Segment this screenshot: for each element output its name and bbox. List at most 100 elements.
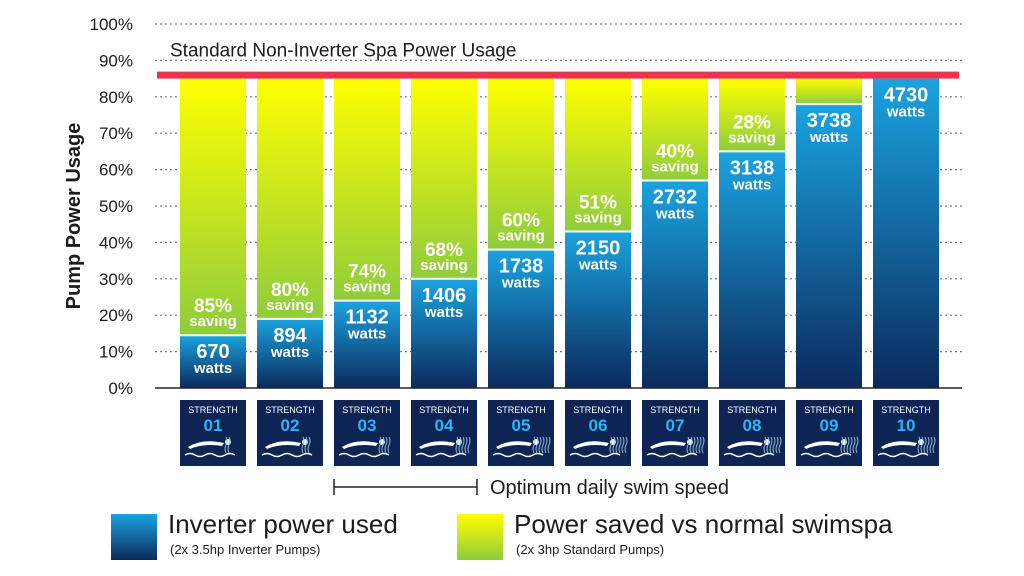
saving-percent: 74% [348, 262, 386, 283]
swimmer-icon [188, 441, 224, 449]
water-wave-icon [227, 436, 231, 454]
saving-percent: 68% [425, 240, 463, 261]
y-axis-ticks: 0% 10% 20% 30% 40% 50% 60% 70% 80% 90% 100% [90, 15, 133, 398]
water-wave-icon [701, 436, 705, 454]
inverter-segment [334, 300, 400, 388]
optimum-bracket: Optimum daily swim speed [333, 477, 729, 499]
watts-unit: watts [809, 129, 848, 146]
saving-percent: 28% [733, 112, 771, 133]
water-wave-icon [846, 436, 850, 454]
water-wave-icon [929, 436, 933, 454]
saving-word: saving [728, 129, 776, 146]
saved-segment [488, 78, 554, 250]
water-wave-icon [692, 436, 696, 454]
wave-line-icon [261, 452, 313, 458]
y-tick-label: 40% [99, 233, 133, 252]
legend-inverter-subtitle: (2x 3.5hp Inverter Pumps) [170, 542, 321, 557]
water-wave-icon [455, 436, 459, 454]
water-wave-icon [855, 436, 859, 454]
water-wave-icon [612, 436, 616, 454]
swimmer-icon [881, 441, 917, 449]
wave-line-icon [415, 452, 467, 458]
inverter-segment [257, 318, 323, 388]
water-wave-icon [532, 436, 536, 454]
wave-line-icon [338, 452, 390, 458]
saving-word: saving [266, 297, 314, 314]
inverter-segment [180, 335, 246, 388]
saved-segment [257, 78, 323, 319]
tile-number: 02 [281, 416, 300, 435]
swimmer-icon [804, 441, 840, 449]
water-wave-icon [384, 436, 388, 454]
saving-word: saving [343, 279, 391, 296]
wave-line-icon [646, 452, 698, 458]
bracket-label: Optimum daily swim speed [490, 477, 729, 499]
watts-unit: watts [347, 326, 386, 343]
legend-saved-subtitle: (2x 3hp Standard Pumps) [516, 542, 665, 557]
inverter-segment [411, 278, 477, 388]
saved-segment [334, 78, 400, 301]
tile-label: STRENGTH [265, 405, 315, 415]
watts-value: 3138 [730, 157, 775, 179]
inverter-segment [642, 180, 708, 388]
water-wave-icon [917, 436, 921, 454]
tile-label: STRENGTH [727, 405, 777, 415]
water-wave-icon [615, 436, 619, 454]
water-wave-icon [621, 436, 625, 454]
inverter-segment [565, 231, 631, 388]
y-tick-label: 10% [99, 343, 133, 362]
watts-value: 670 [196, 341, 229, 363]
y-tick-label: 60% [99, 161, 133, 180]
water-wave-icon [689, 436, 693, 454]
tile-number: 05 [512, 416, 531, 435]
tile-number: 04 [435, 416, 454, 435]
watts-unit: watts [655, 206, 694, 223]
watts-value: 894 [273, 325, 307, 347]
water-wave-icon [932, 436, 936, 454]
tile-number: 10 [897, 416, 916, 435]
swimmer-icon [265, 441, 301, 449]
water-wave-icon [224, 436, 228, 454]
water-wave-icon [307, 436, 311, 454]
watts-value: 3738 [807, 110, 852, 132]
watts-unit: watts [193, 360, 232, 377]
water-wave-icon [535, 436, 539, 454]
water-wave-icon [547, 436, 551, 454]
reference-line [157, 71, 959, 79]
wave-line-icon [723, 452, 775, 458]
swimmer-icon [496, 441, 532, 449]
wave-line-icon [492, 452, 544, 458]
water-wave-icon [695, 436, 699, 454]
saving-percent: 51% [579, 192, 617, 213]
inverter-segment [873, 78, 939, 388]
water-wave-icon [923, 436, 927, 454]
swimmer-icon [342, 441, 378, 449]
watts-unit: watts [886, 104, 925, 121]
water-wave-icon [920, 436, 924, 454]
y-tick-label: 20% [99, 306, 133, 325]
wave-line-icon [569, 452, 621, 458]
water-wave-icon [467, 436, 471, 454]
bars: 670watts85%saving894watts80%saving1132wa… [180, 78, 939, 388]
tile-label: STRENGTH [188, 405, 238, 415]
strength-tiles: STRENGTH01STRENGTH02STRENGTH03STRENGTH04… [180, 400, 939, 466]
tile-label: STRENGTH [419, 405, 469, 415]
saved-segment [796, 78, 862, 105]
watts-value: 1738 [499, 256, 544, 278]
saving-percent: 80% [271, 280, 309, 301]
